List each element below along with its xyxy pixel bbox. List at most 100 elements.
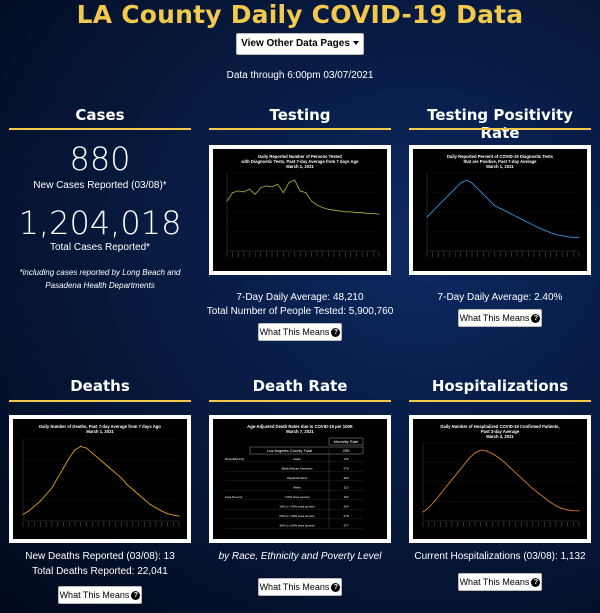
table-group-label: Race/Ethnicity — [225, 457, 245, 461]
series-line — [22, 445, 180, 517]
data-point — [527, 222, 529, 224]
data-point — [28, 510, 30, 512]
view-other-data-pages-label: View Other Data Pages — [241, 38, 350, 49]
data-point — [249, 188, 250, 190]
question-circle-icon: ? — [331, 583, 341, 593]
data-point — [526, 482, 528, 484]
data-point — [510, 213, 512, 215]
hospitalizations-chart-title-3: March 4, 2021 — [486, 434, 514, 439]
data-point — [372, 213, 374, 214]
data-point — [509, 466, 511, 468]
data-point — [451, 479, 453, 481]
total-cases-value: 1,204,018 — [18, 204, 182, 242]
data-point — [316, 204, 318, 206]
data-point — [520, 477, 522, 479]
deaths-divider — [9, 400, 191, 402]
data-point — [57, 477, 59, 479]
data-point — [237, 190, 239, 192]
positivity-what-this-means-label: What This Means — [459, 313, 530, 323]
data-point — [166, 513, 168, 515]
data-point — [457, 472, 459, 473]
data-point — [109, 467, 111, 469]
data-point — [277, 183, 279, 185]
data-point — [538, 492, 540, 494]
data-point — [339, 210, 341, 212]
data-point — [367, 213, 369, 214]
testing-chart-title-2: with Diagnostic Tests, Past 7-day Averag… — [240, 159, 359, 164]
data-point — [226, 200, 228, 202]
hospitalizations-what-this-means-button[interactable]: What This Means? — [458, 573, 542, 591]
positivity-divider — [409, 128, 591, 130]
data-point — [322, 207, 324, 209]
table-row-value: 136 — [343, 457, 348, 461]
death-rate-table-svg: Age-Adjusted Death Rates due to COVID-19… — [225, 424, 364, 529]
series-line — [422, 449, 580, 513]
positivity-what-this-means-button[interactable]: What This Means? — [458, 309, 542, 327]
data-point — [567, 236, 569, 238]
data-point — [310, 200, 312, 202]
death-rate-caption: by Race, Ethnicity and Poverty Level — [218, 551, 382, 562]
data-point — [288, 182, 290, 184]
testing-divider — [209, 128, 391, 130]
data-point — [172, 514, 174, 516]
hospitalizations-chart-svg: Daily Number of Hospitalized COVID-19 Co… — [422, 424, 580, 527]
data-point — [271, 186, 273, 188]
data-point — [305, 192, 307, 194]
data-point — [282, 192, 284, 194]
hospitalizations-chart[interactable]: Daily Number of Hospitalized COVID-19 Co… — [409, 415, 591, 543]
data-point — [503, 461, 505, 463]
series-line — [426, 179, 579, 238]
death-rate-what-this-means-button[interactable]: What This Means? — [258, 578, 342, 596]
view-other-data-pages-button[interactable]: View Other Data Pages — [236, 33, 364, 55]
data-point — [260, 187, 262, 189]
data-point — [51, 487, 53, 489]
county-value: 200 — [343, 448, 350, 453]
testing-title: Testing — [269, 106, 331, 124]
data-point — [350, 211, 352, 213]
testing-average: 7-Day Daily Average: 48,210 — [236, 292, 364, 303]
positivity-chart[interactable]: Daily Reported Percent of COVID-19 Diagn… — [409, 145, 591, 275]
data-point — [114, 472, 116, 474]
data-point — [486, 450, 488, 452]
testing-what-this-means-button[interactable]: What This Means? — [258, 323, 342, 341]
data-point — [68, 457, 70, 459]
hospitalizations-title: Hospitalizations — [431, 377, 569, 395]
data-point — [22, 513, 24, 515]
table-row-label: Hispanic/Latino — [287, 476, 308, 480]
data-point — [327, 208, 329, 210]
data-point — [561, 507, 563, 509]
table-row-value: 309 — [343, 476, 348, 480]
death-rate-table-image[interactable]: Age-Adjusted Death Rates due to COVID-19… — [209, 415, 391, 543]
data-point — [471, 182, 473, 184]
data-point — [378, 213, 380, 215]
testing-chart[interactable]: Daily Reported Number of Persons Tested … — [209, 145, 391, 275]
data-point — [74, 449, 76, 451]
data-point — [39, 500, 41, 502]
testing-total: Total Number of People Tested: 5,900,760 — [206, 306, 394, 317]
death-rate-title: Death Rate — [252, 377, 348, 395]
deaths-what-this-means-label: What This Means — [59, 590, 130, 600]
data-point — [344, 211, 346, 213]
table-row-label: Black/African American — [282, 467, 313, 471]
data-point — [497, 456, 499, 458]
data-point — [103, 462, 105, 464]
data-point — [482, 193, 484, 195]
deaths-chart[interactable]: Daily Number of Deaths, Past 7-day Avera… — [9, 415, 191, 543]
data-point — [178, 515, 180, 517]
new-deaths: New Deaths Reported (03/08): 13 — [25, 551, 175, 562]
page-title: LA County Daily COVID-19 Data — [76, 0, 524, 29]
table-county-row — [249, 446, 364, 455]
table-row-label: 10% to <20% area poverty — [279, 505, 315, 509]
data-point — [97, 457, 99, 459]
data-point — [465, 179, 467, 181]
table-row-value: 115 — [344, 486, 349, 490]
data-point — [428, 507, 430, 508]
deaths-what-this-means-button[interactable]: What This Means? — [58, 586, 142, 604]
table-row-value: 278 — [343, 467, 348, 471]
data-point — [494, 205, 496, 207]
data-point — [550, 232, 552, 234]
data-point — [572, 236, 574, 238]
table-group-label: Area Poverty — [225, 495, 243, 499]
data-point — [480, 449, 482, 451]
data-point — [434, 500, 436, 502]
